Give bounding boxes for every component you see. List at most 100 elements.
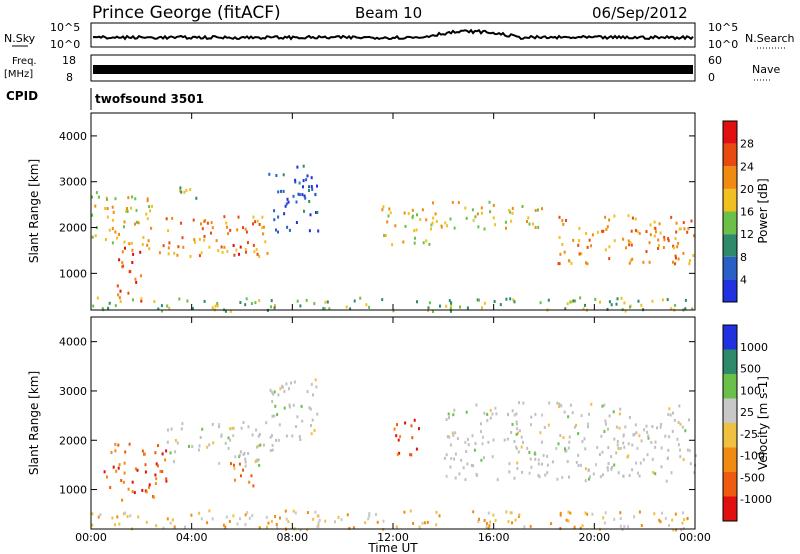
heatmap-cell — [171, 518, 174, 522]
heatmap-cell — [465, 216, 468, 220]
heatmap-cell — [559, 513, 562, 517]
heatmap-cell — [283, 406, 286, 410]
colorbar-swatch — [723, 166, 737, 189]
heatmap-cell — [447, 412, 450, 416]
heatmap-cell — [251, 433, 254, 437]
heatmap-cell — [269, 435, 272, 439]
heatmap-cell — [674, 303, 677, 307]
heatmap-cell — [615, 302, 618, 306]
heatmap-cell — [313, 302, 316, 306]
heatmap-cell — [124, 246, 126, 250]
heatmap-cell — [232, 434, 235, 438]
heatmap-cell — [679, 227, 682, 231]
heatmap-cell — [216, 304, 219, 308]
heatmap-cell — [638, 510, 641, 514]
heatmap-cell — [276, 526, 279, 530]
heatmap-cell — [606, 307, 609, 311]
heatmap-cell — [94, 204, 97, 208]
heatmap-cell — [208, 443, 211, 447]
heatmap-cell — [494, 518, 497, 522]
heatmap-cell — [141, 449, 144, 453]
heatmap-cell — [411, 208, 414, 212]
heatmap-cell — [346, 513, 349, 517]
heatmap-cell — [582, 307, 585, 311]
heatmap-cell — [137, 515, 140, 519]
heatmap-cell — [188, 444, 190, 448]
heatmap-cell — [517, 431, 519, 435]
heatmap-cell — [443, 456, 446, 460]
heatmap-cell — [217, 249, 220, 253]
heatmap-cell — [466, 462, 469, 466]
heatmap-cell — [633, 432, 636, 436]
heatmap-cell — [601, 404, 604, 408]
heatmap-cell — [148, 485, 150, 489]
heatmap-cell — [558, 405, 561, 409]
nsky-trace — [92, 28, 694, 41]
heatmap-cell — [155, 462, 158, 466]
heatmap-cell — [580, 252, 583, 256]
heatmap-cell — [328, 307, 331, 311]
heatmap-cell — [619, 407, 622, 411]
heatmap-cell — [294, 180, 297, 184]
heatmap-cell — [678, 404, 681, 408]
heatmap-cell — [247, 425, 250, 429]
heatmap-cell — [616, 297, 619, 301]
heatmap-cell — [122, 264, 125, 268]
nsearch-label: N.Search — [745, 32, 795, 45]
heatmap-cell — [511, 521, 513, 525]
heatmap-cell — [561, 219, 564, 223]
heatmap-cell — [182, 245, 185, 249]
heatmap-cell — [257, 434, 260, 438]
heatmap-cell — [126, 210, 129, 213]
heatmap-cell — [482, 456, 485, 460]
heatmap-cell — [450, 309, 452, 313]
heatmap-cell — [654, 440, 657, 444]
heatmap-cell — [674, 254, 677, 258]
heatmap-cell — [258, 463, 261, 467]
heatmap-cell — [539, 301, 542, 305]
heatmap-cell — [258, 299, 261, 303]
heatmap-cell — [167, 428, 169, 432]
heatmap-cell — [630, 229, 633, 233]
heatmap-cell — [271, 400, 274, 403]
heatmap-cell — [693, 471, 696, 475]
heatmap-cell — [315, 211, 317, 214]
heatmap-cell — [141, 488, 144, 492]
heatmap-cell — [218, 423, 221, 427]
heatmap-cell — [505, 510, 508, 514]
heatmap-cell — [161, 470, 164, 473]
heatmap-cell — [679, 422, 682, 426]
heatmap-cell — [288, 403, 291, 407]
heatmap-cell — [237, 215, 240, 219]
x-tick-label: 08:00 — [276, 531, 308, 544]
heatmap-cell — [131, 261, 134, 264]
heatmap-cell — [660, 465, 663, 469]
heatmap-cell — [232, 426, 235, 430]
heatmap-cell — [133, 491, 136, 495]
heatmap-cell — [680, 528, 683, 532]
heatmap-cell — [116, 515, 119, 519]
heatmap-cell — [653, 220, 656, 224]
heatmap-cell — [594, 297, 597, 301]
heatmap-cell — [271, 390, 273, 394]
heatmap-cell — [600, 434, 603, 438]
heatmap-cell — [127, 487, 130, 491]
heatmap-cell — [224, 441, 227, 445]
heatmap-cell — [197, 448, 200, 452]
heatmap-cell — [668, 407, 671, 411]
heatmap-cell — [604, 215, 607, 219]
heatmap-cell — [396, 423, 398, 427]
heatmap-cell — [602, 229, 605, 233]
heatmap-cell — [428, 242, 431, 246]
heatmap-cell — [451, 200, 454, 204]
heatmap-cell — [432, 310, 434, 313]
heatmap-cell — [508, 208, 511, 212]
colorbar-swatch — [723, 423, 737, 448]
heatmap-cell — [541, 413, 544, 417]
power-panel: 1000 2000 3000 4000 Slant Range [km] 4 8 12 16… — [27, 112, 770, 313]
heatmap-cell — [478, 517, 480, 521]
heatmap-cell — [225, 225, 228, 229]
heatmap-cell — [663, 235, 666, 239]
heatmap-cell — [586, 245, 589, 249]
heatmap-cell — [573, 525, 576, 529]
